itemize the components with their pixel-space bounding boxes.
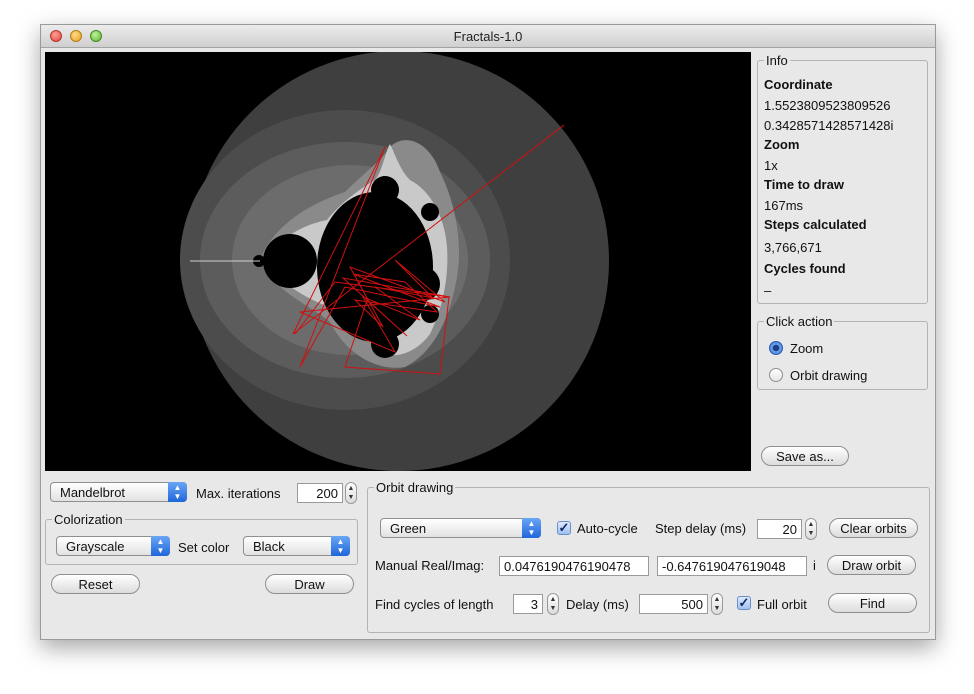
mandelbrot-render — [180, 52, 609, 471]
clear-orbits-button[interactable]: Clear orbits — [829, 518, 918, 538]
orbit-color-select[interactable]: Green ▲ ▼ — [380, 518, 541, 538]
info-group: Info Coordinate 1.5523809523809526 0.342… — [757, 53, 928, 304]
step-delay-field[interactable]: 20 — [757, 519, 802, 539]
max-iterations-label: Max. iterations — [196, 486, 281, 501]
zoom-window-button[interactable] — [90, 30, 102, 42]
delay-label: Delay (ms) — [566, 597, 629, 612]
chevron-up-down-icon: ▲ ▼ — [331, 536, 350, 556]
cycle-length-stepper[interactable]: ▲ ▼ — [547, 593, 559, 615]
orbit-drawing-radio[interactable] — [769, 368, 783, 382]
chevron-up-down-icon: ▲ ▼ — [168, 482, 187, 502]
full-orbit-checkbox[interactable]: ✓ — [737, 595, 751, 610]
manual-real-field[interactable]: 0.0476190476190478 — [499, 556, 649, 576]
orbit-color-value: Green — [390, 521, 427, 536]
right-bulb-upper — [421, 203, 439, 221]
manual-imag-field[interactable]: -0.647619047619048 — [657, 556, 807, 576]
max-iterations-stepper[interactable]: ▲ ▼ — [345, 482, 357, 504]
fractal-type-value: Mandelbrot — [60, 485, 126, 500]
manual-real-imag-label: Manual Real/Imag: — [375, 558, 485, 573]
max-iterations-field[interactable]: 200 — [297, 483, 343, 503]
auto-cycle-checkbox[interactable]: ✓ — [557, 520, 571, 535]
save-as-button[interactable]: Save as... — [761, 446, 849, 466]
orbit-drawing-group-label: Orbit drawing — [374, 480, 456, 495]
steps-calculated-label: Steps calculated — [764, 217, 867, 232]
step-delay-label: Step delay (ms) — [655, 521, 747, 536]
set-color-value: Black — [253, 539, 285, 554]
title-bar: Fractals-1.0 — [41, 25, 935, 48]
find-cycles-label: Find cycles of length — [375, 597, 494, 612]
find-button[interactable]: Find — [828, 593, 917, 613]
info-group-label: Info — [764, 53, 790, 68]
draw-button[interactable]: Draw — [265, 574, 354, 594]
steps-calculated-value: 3,766,671 — [764, 240, 822, 255]
click-action-group-label: Click action — [764, 314, 835, 329]
close-window-button[interactable] — [50, 30, 62, 42]
chevron-up-down-icon: ▲ ▼ — [522, 518, 541, 538]
coordinate-imag-value: 0.3428571428571428i — [764, 118, 894, 133]
minimize-window-button[interactable] — [70, 30, 82, 42]
coordinate-label: Coordinate — [764, 77, 833, 92]
colorization-group: Colorization Grayscale ▲ ▼ Set color Blac… — [45, 512, 358, 565]
color-scheme-select[interactable]: Grayscale ▲ ▼ — [56, 536, 170, 556]
orbit-drawing-radio-label[interactable]: Orbit drawing — [790, 368, 868, 383]
reset-button[interactable]: Reset — [51, 574, 140, 594]
set-color-label: Set color — [178, 540, 230, 555]
period2-bulb — [263, 234, 317, 288]
cycles-found-value: – — [764, 283, 772, 298]
zoom-radio-label[interactable]: Zoom — [790, 341, 824, 356]
cycle-length-field[interactable]: 3 — [513, 594, 543, 614]
draw-orbit-button[interactable]: Draw orbit — [827, 555, 916, 575]
fractal-canvas[interactable] — [45, 52, 751, 471]
color-scheme-value: Grayscale — [66, 539, 125, 554]
colorization-group-label: Colorization — [52, 512, 125, 527]
set-color-select[interactable]: Black ▲ ▼ — [243, 536, 350, 556]
delay-field[interactable]: 500 — [639, 594, 708, 614]
orbit-drawing-group: Orbit drawing Green ▲ ▼ ✓ Auto-cycle Step… — [367, 480, 930, 633]
main-cardioid — [317, 192, 433, 342]
right-bulb-lower — [421, 305, 439, 323]
app-window: Fractals-1.0 — [40, 24, 936, 640]
orbit-path — [292, 124, 565, 375]
zoom-radio[interactable] — [769, 341, 783, 355]
cycles-found-label: Cycles found — [764, 261, 846, 276]
chevron-up-down-icon: ▲ ▼ — [151, 536, 170, 556]
zoom-label: Zoom — [764, 137, 800, 152]
fractal-type-select[interactable]: Mandelbrot ▲ ▼ — [50, 482, 187, 502]
coordinate-real-value: 1.5523809523809526 — [764, 98, 891, 113]
imag-unit-label: i — [813, 558, 816, 573]
window-title: Fractals-1.0 — [453, 29, 523, 44]
time-to-draw-label: Time to draw — [764, 177, 844, 192]
zoom-value: 1x — [764, 158, 778, 173]
full-orbit-label[interactable]: Full orbit — [757, 597, 807, 612]
auto-cycle-label[interactable]: Auto-cycle — [577, 521, 638, 536]
click-action-group: Click action Zoom Orbit drawing — [757, 314, 928, 390]
time-to-draw-value: 167ms — [764, 198, 804, 213]
top-bulb — [371, 176, 399, 204]
step-delay-stepper[interactable]: ▲ ▼ — [805, 518, 817, 540]
delay-stepper[interactable]: ▲ ▼ — [711, 593, 723, 615]
